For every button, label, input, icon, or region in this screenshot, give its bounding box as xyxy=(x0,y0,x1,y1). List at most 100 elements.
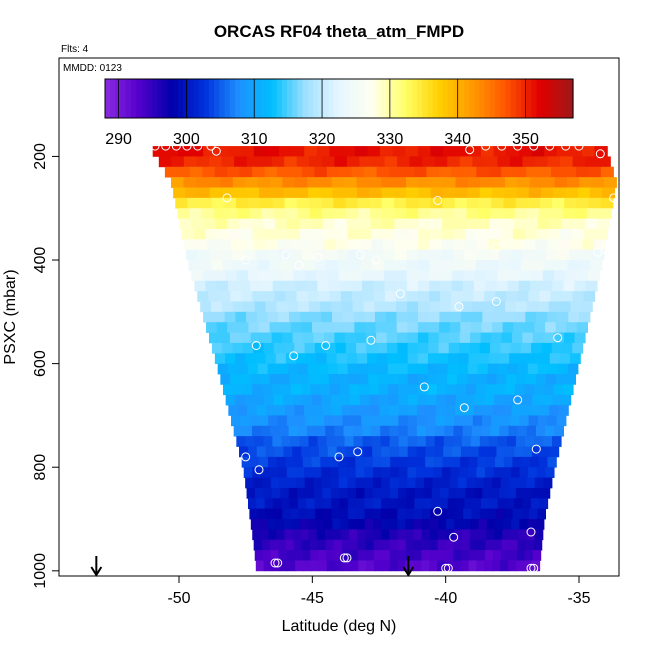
observation-point xyxy=(355,250,365,260)
colorbar-swatch xyxy=(365,79,371,118)
heatmap-cell xyxy=(487,363,499,375)
heatmap-cell xyxy=(245,436,255,447)
heatmap-cell xyxy=(524,228,538,240)
heatmap-cell xyxy=(378,373,389,385)
heatmap-cell xyxy=(470,519,480,530)
heatmap-cell xyxy=(181,228,195,240)
observation-point xyxy=(449,532,459,542)
colorbar-swatch xyxy=(359,79,366,118)
heatmap-cell xyxy=(532,394,543,406)
heatmap-cell xyxy=(340,519,350,530)
heatmap-cell xyxy=(499,425,510,437)
heatmap-cell xyxy=(499,487,509,499)
heatmap-cell xyxy=(227,218,240,230)
heatmap-cell xyxy=(284,405,296,416)
heatmap-cell xyxy=(310,218,324,230)
heatmap-cell xyxy=(191,270,204,282)
heatmap-cell xyxy=(549,218,563,230)
heatmap-cell xyxy=(507,280,520,292)
heatmap-cell xyxy=(579,177,593,188)
heatmap-cell xyxy=(359,156,373,168)
heatmap-cell xyxy=(303,260,316,271)
heatmap-cell xyxy=(224,311,236,323)
heatmap-cell xyxy=(511,239,525,251)
heatmap-cell xyxy=(536,467,546,478)
heatmap-cell xyxy=(394,228,407,240)
heatmap-cell xyxy=(299,519,309,530)
heatmap-cell xyxy=(273,342,285,354)
heatmap-cell xyxy=(293,539,303,551)
observation-point xyxy=(526,563,536,573)
heatmap-cell xyxy=(510,529,520,541)
heatmap-cell xyxy=(305,487,315,499)
heatmap-cell xyxy=(228,405,239,416)
heatmap-cell xyxy=(373,550,383,561)
heatmap-cell xyxy=(509,156,524,168)
heatmap-cell xyxy=(450,311,462,323)
heatmap-cell xyxy=(492,177,506,188)
heatmap-cell xyxy=(257,363,269,375)
heatmap-cell xyxy=(521,456,531,468)
heatmap-cell xyxy=(524,550,534,561)
heatmap-cell xyxy=(285,539,295,551)
heatmap-cell xyxy=(333,208,347,219)
heatmap-cell xyxy=(398,384,409,396)
heatmap-cell xyxy=(526,529,536,541)
heatmap-cell xyxy=(527,197,541,209)
heatmap-cell xyxy=(356,498,366,510)
heatmap-cell xyxy=(379,405,390,416)
heatmap-cell xyxy=(527,519,537,530)
heatmap-cell xyxy=(334,550,343,561)
heatmap-cell xyxy=(339,384,350,396)
heatmap-cell xyxy=(271,560,281,572)
heatmap-cell xyxy=(418,291,430,302)
heatmap-cell xyxy=(388,394,399,406)
heatmap-cell xyxy=(438,342,450,354)
heatmap-cell xyxy=(297,487,307,499)
heatmap-cell xyxy=(550,291,563,302)
heatmap-cell xyxy=(334,332,346,344)
heatmap-cell xyxy=(585,218,598,230)
colorbar-swatch xyxy=(214,79,220,118)
heatmap-cell xyxy=(460,311,473,323)
heatmap-cell xyxy=(441,477,451,489)
heatmap-cell xyxy=(376,166,390,178)
heatmap-cell xyxy=(496,508,505,520)
heatmap-cell xyxy=(428,311,441,323)
heatmap-cell xyxy=(283,394,294,406)
heatmap-cell xyxy=(185,249,199,261)
heatmap-cell xyxy=(537,508,546,520)
heatmap-cell xyxy=(383,260,396,271)
heatmap-cell xyxy=(364,519,374,530)
heatmap-cell xyxy=(401,166,415,178)
observation-point xyxy=(222,193,232,203)
heatmap-cell xyxy=(430,177,444,188)
heatmap-cell xyxy=(525,311,537,323)
heatmap-cell xyxy=(274,291,287,302)
heatmap-cell xyxy=(519,353,531,365)
heatmap-cell xyxy=(345,446,356,458)
heatmap-cell xyxy=(513,166,527,178)
heatmap-cell xyxy=(447,156,461,168)
heatmap-cell xyxy=(209,187,223,199)
heatmap-cell xyxy=(349,384,360,396)
heatmap-cell xyxy=(284,197,298,209)
heatmap-cell xyxy=(209,332,221,344)
heatmap-cell xyxy=(329,467,340,478)
heatmap-cell xyxy=(392,146,406,157)
heatmap-cell xyxy=(372,508,382,520)
y-tick-label: 200 xyxy=(32,143,49,170)
heatmap-cell xyxy=(388,373,399,385)
heatmap-cell xyxy=(427,363,439,375)
heatmap-cell xyxy=(398,436,409,447)
heatmap-cell xyxy=(183,239,197,251)
heatmap-cell xyxy=(317,280,330,292)
heatmap-cell xyxy=(342,415,353,427)
heatmap-cell xyxy=(191,218,205,230)
heatmap-cell xyxy=(446,394,457,406)
heatmap-cell xyxy=(200,301,212,313)
heatmap-cell xyxy=(452,560,462,572)
heatmap-cell xyxy=(486,270,498,282)
heatmap-cell xyxy=(396,311,408,323)
heatmap-cell xyxy=(261,384,273,396)
